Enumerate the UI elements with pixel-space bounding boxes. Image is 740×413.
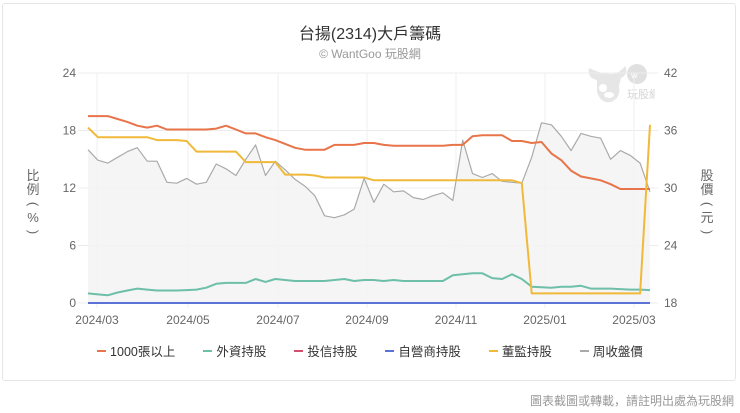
series-line[interactable] <box>87 272 651 297</box>
legend-swatch-icon <box>385 349 395 352</box>
right-axis-title: 元 <box>700 210 713 225</box>
right-axis-tick: 36 <box>664 124 678 138</box>
legend-label: 周收盤價 <box>592 345 643 359</box>
series-line[interactable] <box>87 122 651 219</box>
left-axis-title: ) <box>26 230 41 234</box>
right-axis-title: ( <box>700 202 715 207</box>
legend-item-trust[interactable]: 投信持股 <box>294 341 357 360</box>
x-axis-tick: 2024/03 <box>75 313 119 327</box>
chart-subtitle: © WantGoo 玩股網 <box>319 47 421 61</box>
x-axis-tick: 2025/03 <box>612 313 656 327</box>
legend-swatch-icon <box>294 349 304 352</box>
right-axis-tick: 30 <box>664 181 678 195</box>
series-line[interactable] <box>87 124 651 295</box>
bull-logo-icon: w 玩股網 <box>585 62 660 112</box>
legend-swatch-icon <box>488 349 498 352</box>
legend-label: 自營商持股 <box>398 345 461 359</box>
x-axis-tick: 2024/09 <box>345 313 389 327</box>
right-axis-tick: 42 <box>664 66 678 80</box>
right-axis-title: 價 <box>700 182 713 197</box>
left-axis-title: % <box>27 210 39 225</box>
left-axis-title: 例 <box>26 182 39 197</box>
right-axis-tick: 24 <box>664 239 678 253</box>
legend-item-directors[interactable]: 董監持股 <box>488 341 552 360</box>
legend-label: 投信持股 <box>307 345 358 359</box>
legend-item-weekly-close[interactable]: 周收盤價 <box>579 341 643 360</box>
chart-title: 台揚(2314)大戶籌碼 <box>298 26 442 43</box>
legend-label: 1000張以上 <box>110 345 176 359</box>
legend: 1000張以上 外資持股 投信持股 自營商持股 董監持股 周收盤價 <box>0 341 740 360</box>
x-axis-tick: 2024/11 <box>435 313 478 327</box>
legend-item-foreign[interactable]: 外資持股 <box>203 341 266 360</box>
left-axis-tick: 24 <box>63 66 77 80</box>
left-axis-tick: 18 <box>63 124 77 138</box>
left-axis-title: 比 <box>26 168 39 183</box>
x-axis-tick: 2024/07 <box>256 313 300 327</box>
legend-label: 董監持股 <box>501 345 552 359</box>
price-area-fill <box>88 122 650 303</box>
x-axis-tick: 2024/05 <box>166 313 210 327</box>
legend-label: 外資持股 <box>216 345 267 359</box>
right-axis-tick: 18 <box>664 296 678 310</box>
legend-item-dealer[interactable]: 自營商持股 <box>385 341 461 360</box>
left-axis-tick: 12 <box>63 181 77 195</box>
legend-swatch-icon <box>203 349 213 352</box>
legend-swatch-icon <box>97 349 107 352</box>
legend-swatch-icon <box>579 349 589 352</box>
left-axis-tick: 6 <box>69 239 76 253</box>
copyright-note: 圖表截圖或轉載，請註明出處為玩股網 <box>529 394 734 408</box>
svg-text:玩股網: 玩股網 <box>627 87 655 101</box>
right-axis-title: 股 <box>700 168 713 183</box>
legend-item-1000-lots[interactable]: 1000張以上 <box>97 341 175 360</box>
series-line[interactable] <box>88 115 650 190</box>
right-axis-title: ) <box>700 230 715 234</box>
left-axis-title: ( <box>26 202 41 207</box>
x-axis-tick: 2025/01 <box>523 313 567 327</box>
left-axis-tick: 0 <box>69 296 76 310</box>
